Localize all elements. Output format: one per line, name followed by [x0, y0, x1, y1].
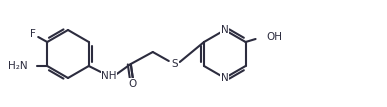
Text: F: F: [30, 29, 36, 39]
Text: H₂N: H₂N: [8, 61, 27, 71]
Text: S: S: [171, 59, 178, 69]
Text: N: N: [221, 25, 229, 35]
Text: OH: OH: [267, 32, 283, 42]
Text: N: N: [221, 73, 229, 83]
Text: NH: NH: [101, 71, 116, 81]
Text: O: O: [128, 79, 137, 89]
